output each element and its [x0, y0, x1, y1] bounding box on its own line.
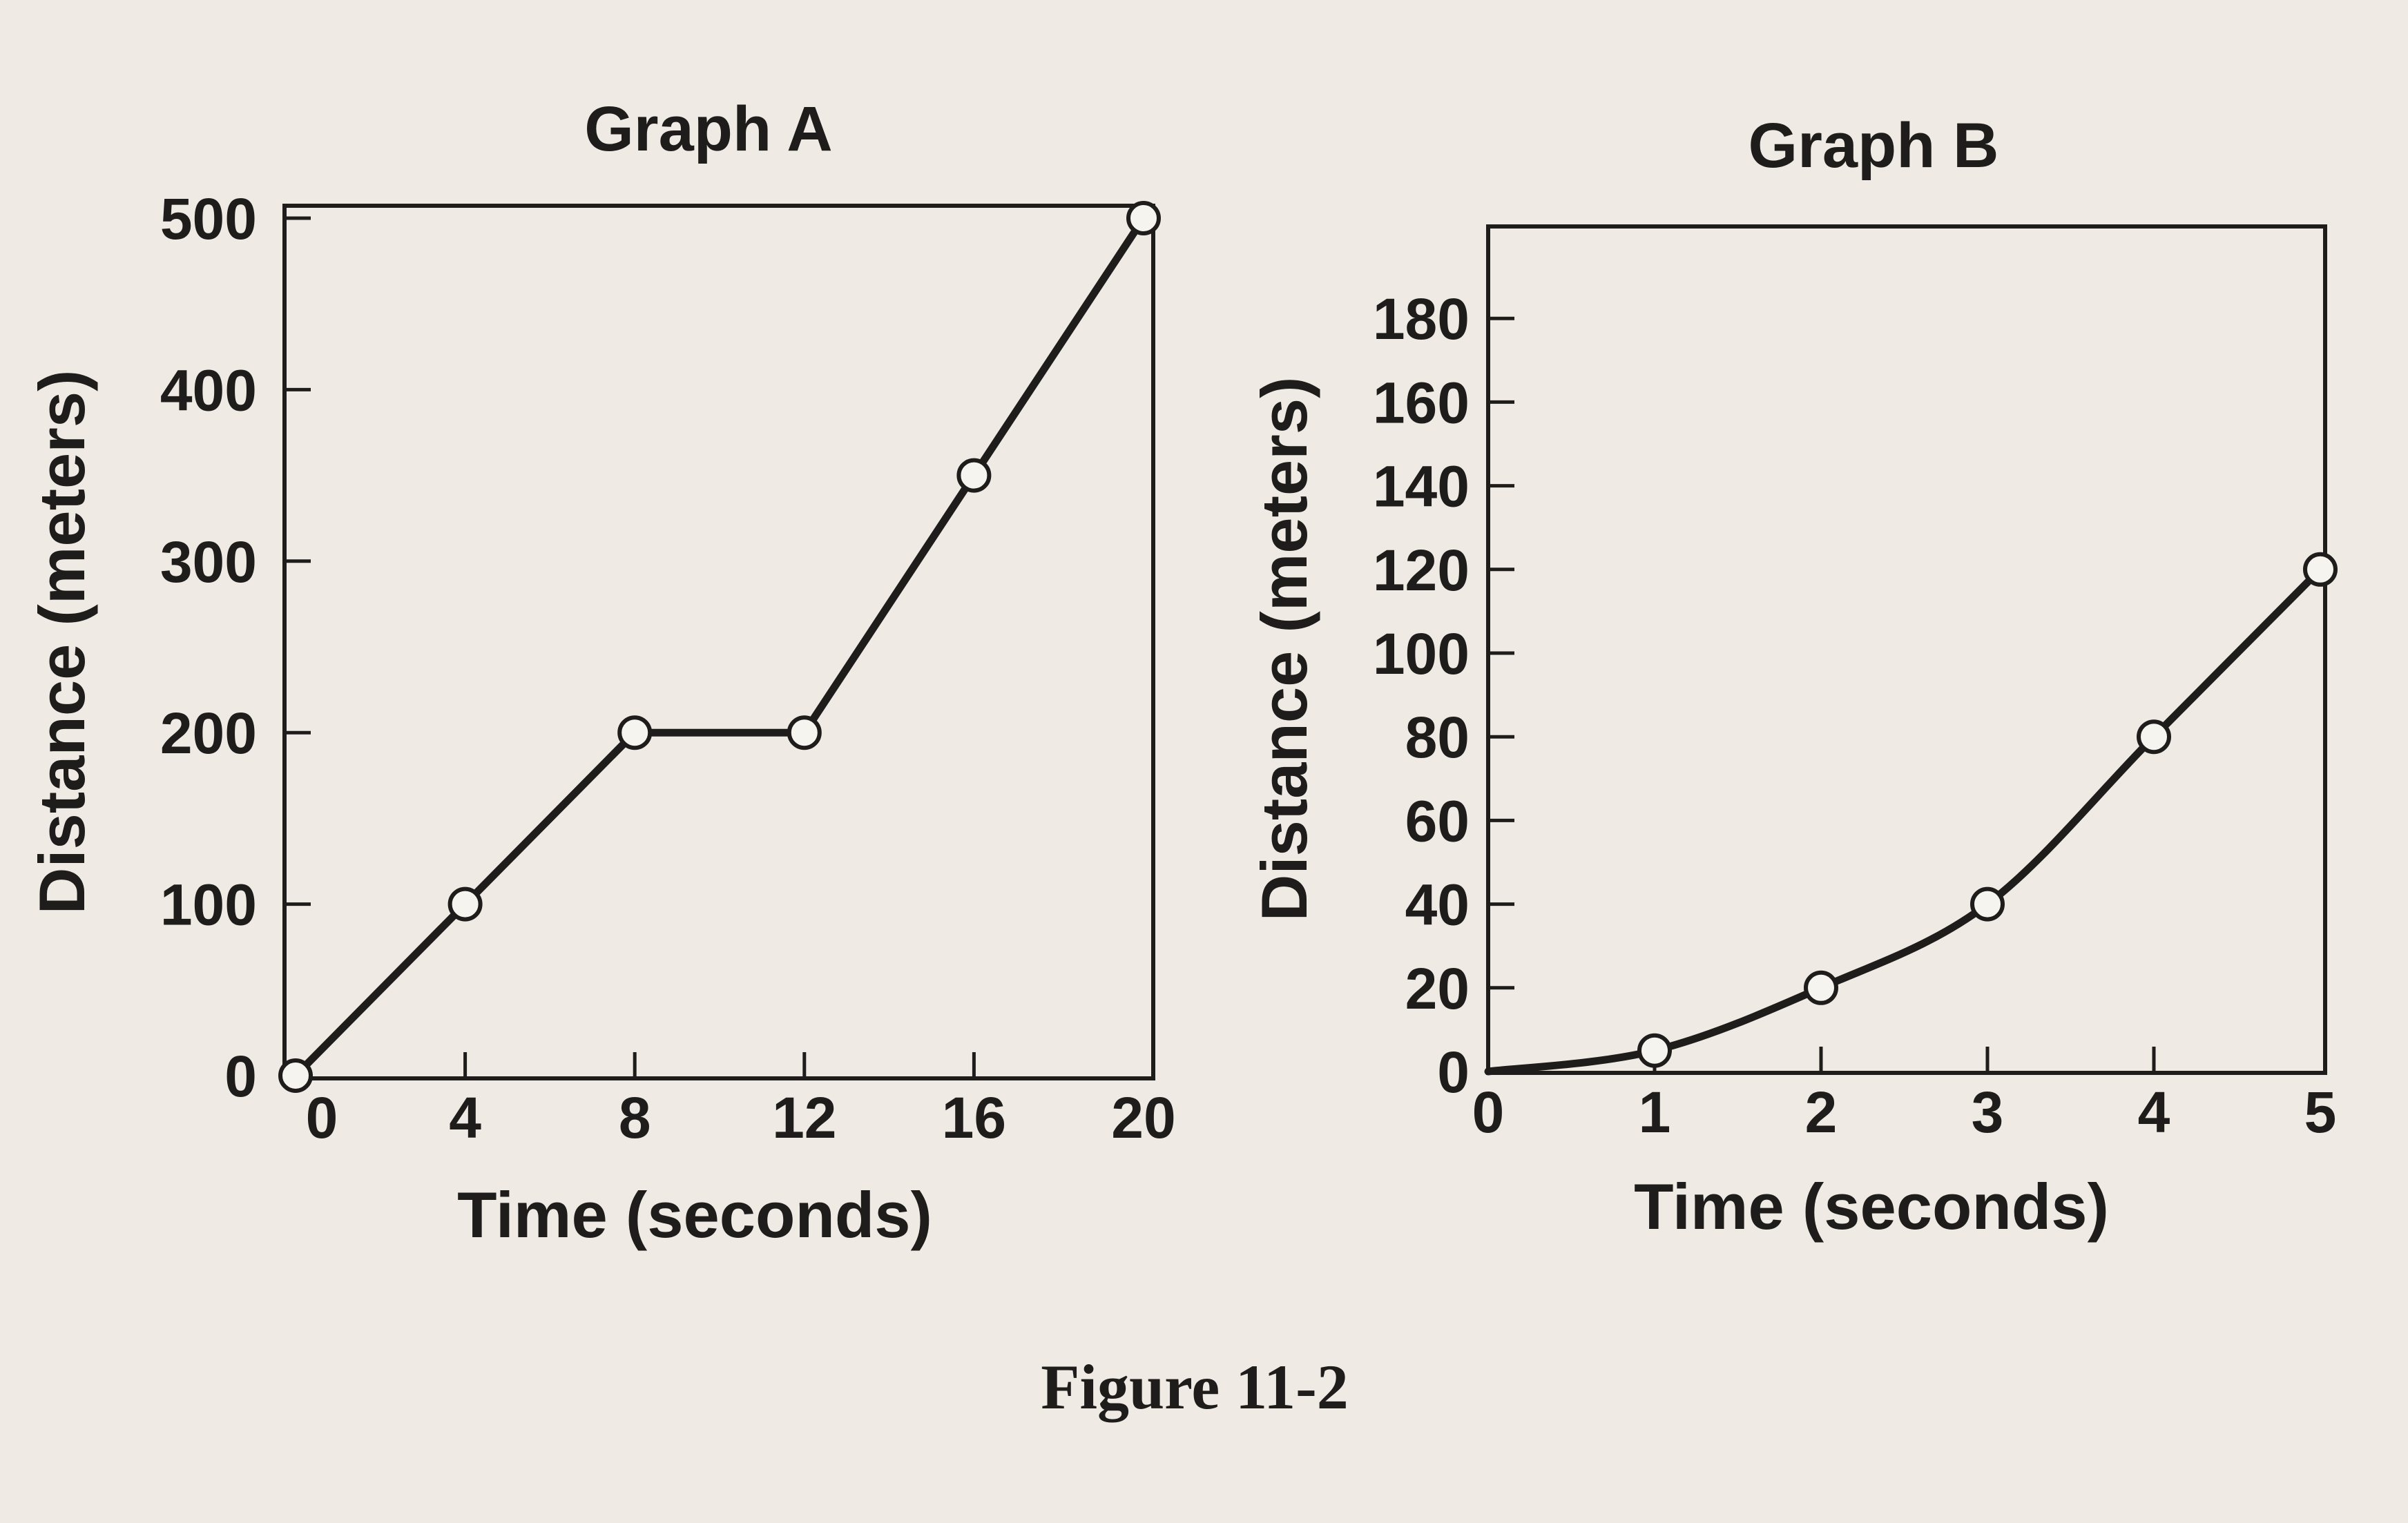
graph-b-data-point — [2303, 552, 2338, 587]
graph-b-y-tick-label: 20 — [1405, 956, 1470, 1021]
graph-b-series — [1484, 552, 2338, 1076]
graph-a-y-tick-label: 500 — [160, 186, 257, 251]
graph-b-plot-frame — [1486, 224, 2327, 1075]
graph-a-x-ticks: 0 4 8 12 16 20 — [306, 1052, 1176, 1150]
graph-a-x-tick-label: 8 — [619, 1085, 651, 1150]
graph-a-data-point — [787, 715, 822, 750]
graph-a-series — [278, 201, 1161, 1093]
graph-b-y-ticks: 0 20 40 60 80 100 120 140 160 180 — [1373, 287, 1514, 1105]
graph-a-data-point — [447, 886, 483, 922]
graph-b-series-line — [1484, 565, 2324, 1076]
graph-a-y-tick-label: 100 — [160, 873, 257, 938]
graph-a-x-tick-label: 12 — [772, 1085, 836, 1150]
graph-b-y-tick-label: 80 — [1405, 705, 1470, 770]
graph-b-x-tick-label: 3 — [1972, 1080, 2004, 1145]
graph-a-x-tick-label: 20 — [1111, 1085, 1175, 1150]
graph-b-data-point — [1970, 886, 2005, 922]
graph-b-y-axis-label: Distance (meters) — [1248, 377, 1320, 922]
graph-a-y-tick-label: 0 — [224, 1044, 257, 1109]
graph-b-y-tick-label: 180 — [1373, 287, 1470, 351]
graph-b-x-tick-label: 0 — [1472, 1080, 1505, 1145]
graph-a-plot-frame — [282, 204, 1155, 1080]
graph-a-y-tick-label: 200 — [160, 701, 257, 766]
graph-a-data-point — [956, 458, 992, 493]
graph-b-x-tick-label: 1 — [1639, 1080, 1671, 1145]
graph-a-x-axis-label: Time (seconds) — [457, 1178, 932, 1251]
graph-b-x-axis-label: Time (seconds) — [1634, 1170, 2109, 1243]
graph-b-data-point — [2137, 719, 2171, 755]
graph-a-data-point — [617, 715, 653, 750]
graph-b-data-point — [1637, 1033, 1672, 1068]
graph-b-title: Graph B — [1749, 110, 1999, 181]
graph-b-y-tick-label: 160 — [1373, 370, 1470, 435]
graph-a-series-line — [291, 214, 1148, 1080]
graph-b-x-tick-label: 2 — [1805, 1080, 1838, 1145]
graph-a-y-axis-label: Distance (meters) — [26, 370, 98, 915]
graph-a-y-ticks: 0 100 200 300 400 500 — [160, 186, 311, 1109]
graph-b-y-tick-label: 0 — [1437, 1040, 1470, 1105]
figure-caption: Figure 11-2 — [1041, 1352, 1349, 1422]
graph-a-title: Graph A — [584, 94, 833, 164]
graph-b-y-tick-label: 60 — [1405, 788, 1470, 853]
graph-a-x-tick-label: 4 — [449, 1085, 481, 1150]
graph-b-y-tick-label: 120 — [1373, 538, 1470, 603]
graph-b-x-ticks: 0 1 2 3 4 5 — [1472, 1047, 2337, 1145]
graph-b-data-point — [1804, 970, 1838, 1005]
graph-b-x-tick-label: 4 — [2138, 1080, 2170, 1145]
graph-a-x-tick-label: 16 — [942, 1085, 1006, 1150]
graph-a-data-point — [1126, 201, 1161, 235]
graph-a-x-tick-label: 0 — [306, 1085, 338, 1150]
graph-a: Graph A 0 100 200 300 400 500 0 4 8 12 16 20 Time … — [26, 94, 1176, 1251]
graph-b-y-tick-label: 140 — [1373, 454, 1470, 519]
graph-a-data-point — [278, 1058, 313, 1093]
graph-b-y-tick-label: 100 — [1373, 621, 1470, 686]
graph-a-y-tick-label: 400 — [160, 358, 257, 423]
graph-b-y-tick-label: 40 — [1405, 873, 1470, 938]
graph-b-x-tick-label: 5 — [2304, 1080, 2337, 1145]
graph-a-y-tick-label: 300 — [160, 530, 257, 594]
